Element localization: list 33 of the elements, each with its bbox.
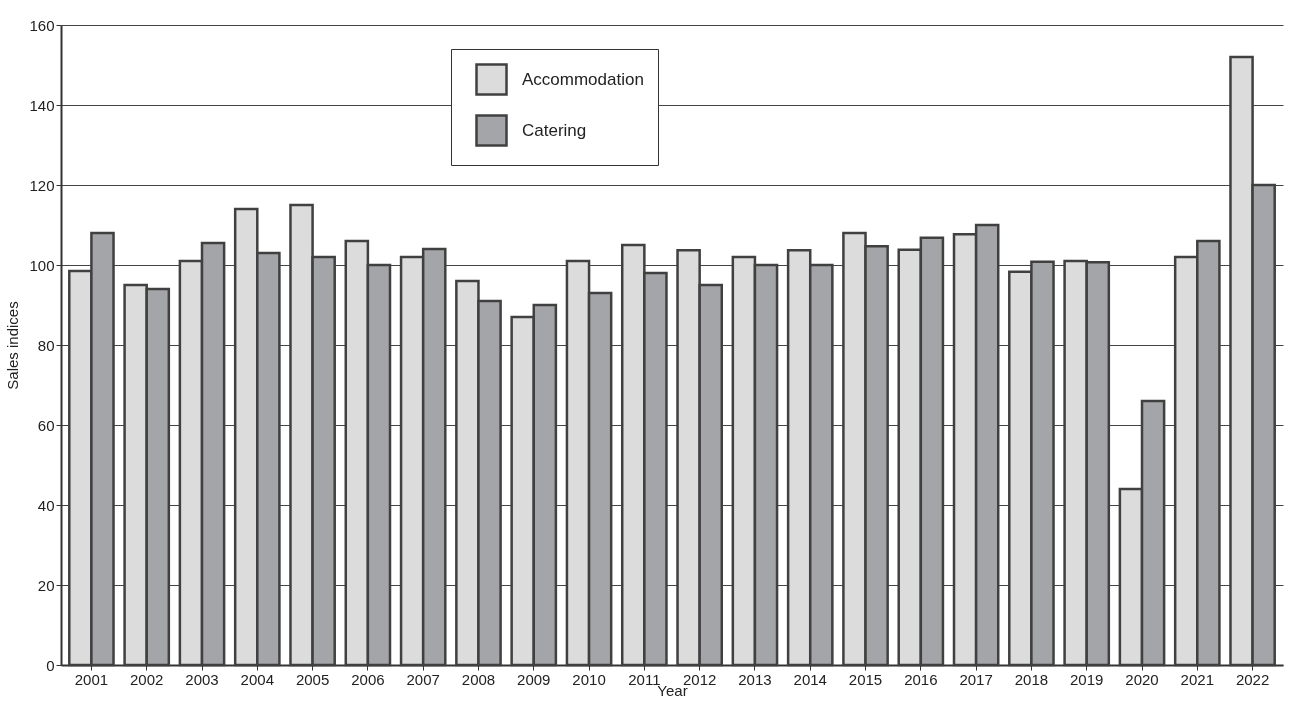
x-tick-label: 2002 bbox=[130, 670, 164, 688]
y-tick-label: 20 bbox=[37, 576, 55, 594]
x-tick-label: 2019 bbox=[1070, 670, 1104, 688]
y-tick-label: 40 bbox=[37, 496, 55, 514]
y-axis-title: Sales indices bbox=[4, 301, 22, 390]
x-tick-label: 2006 bbox=[351, 670, 385, 688]
x-tick-label: 2005 bbox=[295, 670, 330, 688]
x-tick-label: 2009 bbox=[517, 670, 551, 688]
x-tick-label: 2022 bbox=[1235, 670, 1270, 688]
y-tick-label: 140 bbox=[29, 96, 55, 114]
y-tick-label: 60 bbox=[37, 416, 55, 434]
y-tick-label: 160 bbox=[29, 16, 55, 34]
x-tick-label: 2007 bbox=[406, 670, 440, 688]
x-tick-label: 2018 bbox=[1014, 670, 1049, 688]
x-tick-label: 2004 bbox=[240, 670, 274, 688]
x-tick-label: 2001 bbox=[74, 670, 109, 688]
x-tick-label: 2014 bbox=[793, 670, 827, 688]
y-tick-label: 0 bbox=[46, 656, 55, 674]
x-tick-label: 2015 bbox=[848, 670, 883, 688]
x-tick-label: 2012 bbox=[682, 670, 717, 688]
x-tick-label: 2017 bbox=[959, 670, 993, 688]
x-tick-label: 2013 bbox=[738, 670, 772, 688]
x-tick-label: 2021 bbox=[1180, 670, 1214, 688]
x-tick-label: 2010 bbox=[572, 670, 606, 688]
legend-label: Catering bbox=[522, 120, 587, 140]
x-tick-label: 2008 bbox=[461, 670, 496, 688]
x-tick-label: 2003 bbox=[185, 670, 219, 688]
y-tick-label: 120 bbox=[29, 176, 55, 194]
legend-label: Accommodation bbox=[522, 69, 644, 89]
x-tick-label: 2020 bbox=[1125, 670, 1159, 688]
y-tick-label: 80 bbox=[37, 336, 55, 354]
y-tick-label: 100 bbox=[29, 256, 55, 274]
x-tick-label: 2016 bbox=[904, 670, 938, 688]
